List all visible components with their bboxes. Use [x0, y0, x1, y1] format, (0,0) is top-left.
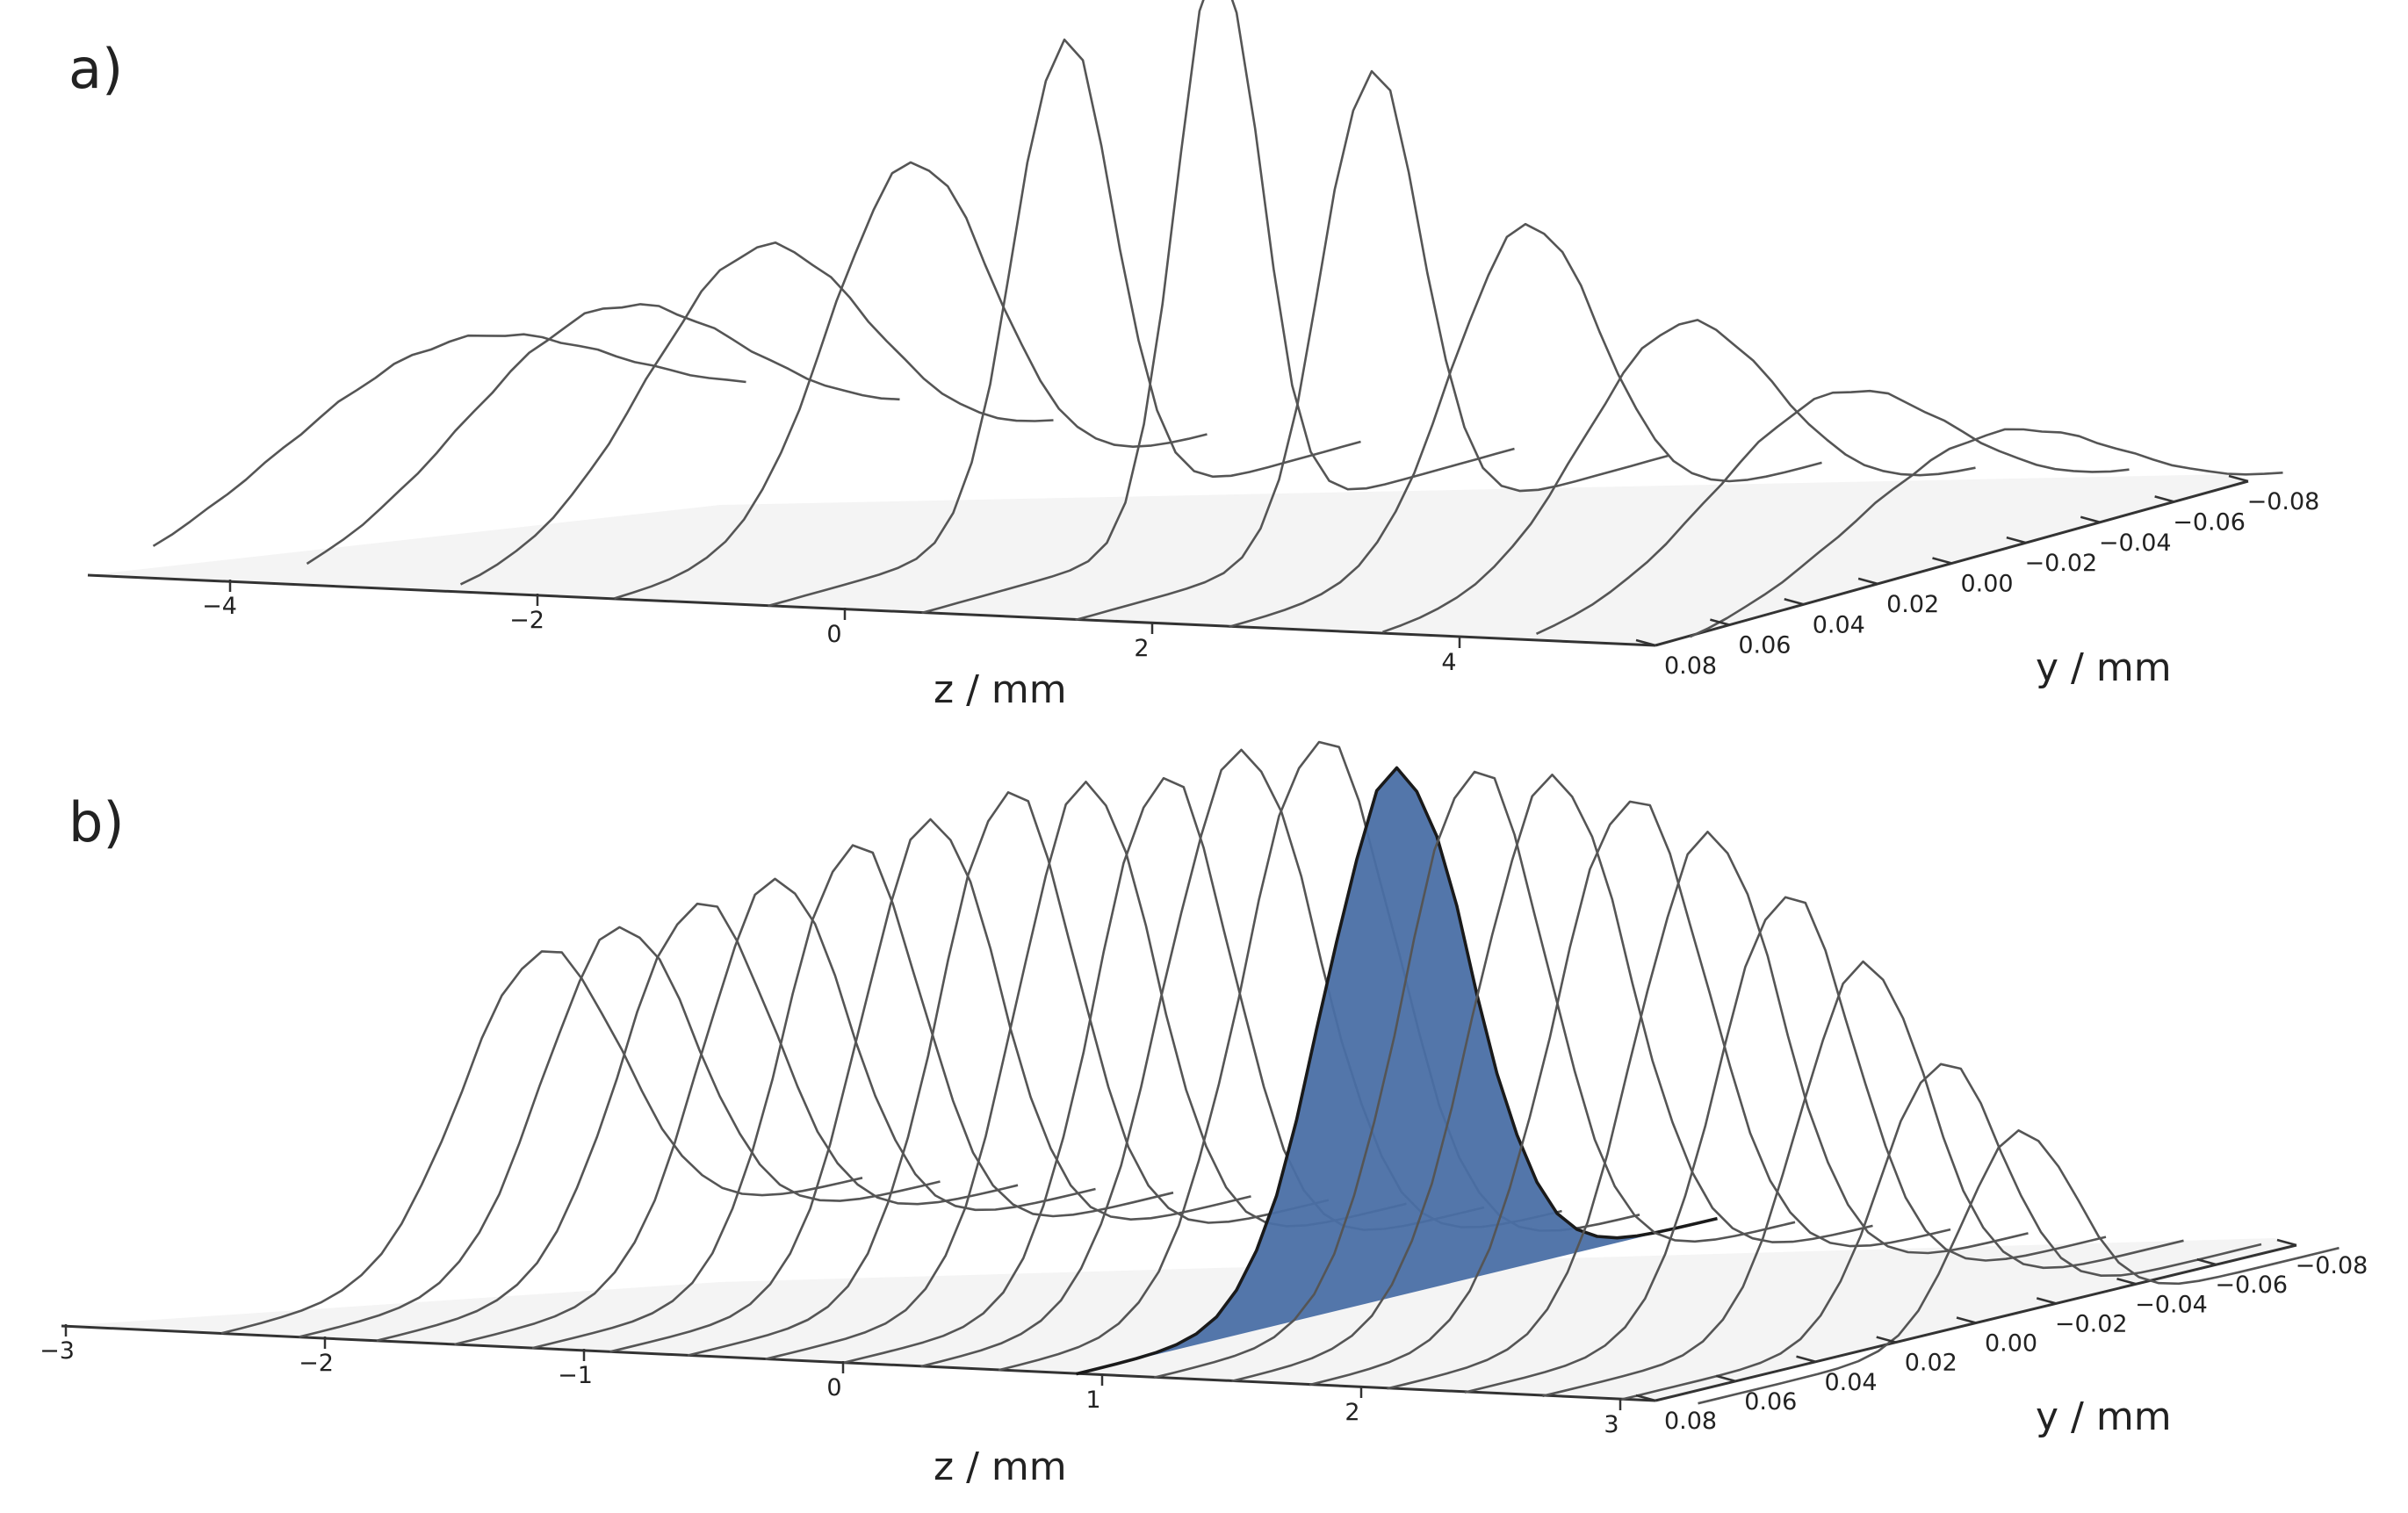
y-tick-mark: [1932, 557, 1952, 565]
z-tick-label: 3: [1604, 1411, 1619, 1438]
y-tick-label: 0.08: [1664, 1408, 1717, 1435]
panel-b: b) −3 −2 −1 0 1 2 3 0.080.060.040.020.00−0.02−…: [40, 740, 2368, 1489]
beam-profile-line: [1698, 1129, 2340, 1405]
y-tick-label: 0.08: [1664, 652, 1717, 680]
y-tick-mark: [1635, 638, 1656, 647]
panel-a-label: a): [68, 37, 123, 101]
y-tick-label: −0.06: [2215, 1272, 2288, 1299]
y-tick-label: 0.06: [1744, 1388, 1797, 1416]
y-tick-label: −0.02: [2055, 1310, 2128, 1337]
y-tick-mark: [2228, 474, 2249, 483]
panel-b-label: b): [68, 790, 125, 854]
y-tick-mark: [2116, 1278, 2137, 1286]
y-tick-label: 0.00: [1985, 1330, 2037, 1358]
z-tick-label: 1: [1085, 1387, 1100, 1414]
y-tick-mark: [1876, 1336, 1897, 1344]
highlighted-profile-line: [1076, 766, 1718, 1376]
z-tick-label: 0: [826, 1374, 841, 1401]
beam-profile-line: [1387, 831, 2029, 1390]
panel-b-floor: [61, 1238, 2296, 1401]
beam-profile-line: [1619, 1063, 2262, 1401]
z-tick-label: −2: [509, 607, 544, 634]
beam-profile-line: [531, 844, 1174, 1350]
z-tick-label: 2: [1134, 635, 1149, 662]
panel-a-y-axis-label: y / mm: [2036, 645, 2172, 690]
panel-a-z-ticks: −4 −2 0 2 4: [202, 580, 1461, 676]
beam-profile-line: [220, 950, 863, 1335]
panel-a-y-ticks: 0.08 0.06 0.04 0.02 0.00 −0.02−0.04−0.06−0.08: [1635, 474, 2320, 680]
z-tick-label: −3: [40, 1337, 75, 1365]
y-tick-label: −0.08: [2296, 1252, 2368, 1279]
beam-profile-line: [609, 818, 1251, 1353]
y-tick-label: 0.00: [1960, 571, 2013, 598]
y-tick-mark: [1857, 577, 1878, 586]
panel-b-curves: [220, 740, 2340, 1405]
panel-b-y-ticks: 0.08 0.06 0.04 0.02 0.00 −0.02 −0.04 −0.06 −0.08: [1635, 1238, 2368, 1435]
y-tick-label: −0.04: [2135, 1291, 2208, 1318]
y-tick-mark: [1715, 1374, 1736, 1383]
highlighted-profile-fill: [1076, 767, 1718, 1374]
y-tick-mark: [2080, 515, 2101, 523]
beam-profile-line: [768, 38, 1361, 608]
beam-profile-line: [306, 303, 900, 566]
beam-profile-line: [152, 333, 746, 547]
beam-profile-line: [614, 161, 1208, 600]
beam-profile-line: [1542, 960, 2184, 1398]
panel-a-curves: [152, 0, 2283, 638]
y-tick-label: −0.02: [2025, 550, 2098, 577]
beam-profile-line: [454, 877, 1096, 1346]
y-tick-mark: [1784, 598, 1805, 606]
y-tick-mark: [1796, 1355, 1816, 1363]
y-tick-mark: [1710, 618, 1730, 626]
y-tick-label: 0.04: [1824, 1369, 1877, 1396]
y-tick-mark: [1635, 1394, 1656, 1402]
panel-b-y-axis-label: y / mm: [2036, 1394, 2172, 1439]
z-tick-label: −4: [202, 593, 237, 620]
beam-profile-line: [376, 902, 1019, 1342]
y-tick-label: −0.06: [2173, 508, 2246, 536]
z-tick-label: −1: [558, 1362, 593, 1389]
beam-profile-line: [1075, 69, 1669, 622]
beam-profile-line: [687, 791, 1330, 1357]
z-tick-label: 0: [826, 621, 841, 648]
y-tick-label: −0.04: [2099, 530, 2172, 557]
beam-profile-line: [1535, 389, 2130, 635]
y-tick-mark: [2276, 1238, 2297, 1247]
beam-profile-line: [1382, 319, 1976, 633]
y-tick-label: 0.02: [1886, 591, 1939, 618]
y-tick-label: −0.08: [2247, 488, 2320, 515]
y-tick-label: 0.06: [1738, 632, 1791, 659]
beam-profile-line: [1689, 428, 2283, 638]
z-tick-label: −2: [299, 1350, 334, 1377]
panel-a-z-axis-label: z / mm: [934, 667, 1067, 712]
y-tick-mark: [2154, 495, 2174, 503]
z-tick-label: 2: [1345, 1399, 1359, 1426]
beam-profile-line: [1153, 770, 1796, 1380]
panel-b-z-ticks: −3 −2 −1 0 1 2 3: [40, 1324, 1622, 1438]
y-tick-mark: [1956, 1316, 1977, 1324]
panel-b-z-axis-label: z / mm: [934, 1445, 1067, 1489]
panel-a-z-axis: [87, 573, 1656, 647]
y-tick-mark: [2006, 536, 2027, 544]
y-tick-label: 0.02: [1905, 1350, 1957, 1377]
beam-profile-line: [921, 0, 1515, 615]
beam-profile-line: [459, 241, 1054, 586]
beam-profile-line: [299, 926, 941, 1338]
y-tick-mark: [2036, 1297, 2057, 1305]
panel-a-floor: [88, 474, 2248, 645]
y-tick-mark: [2196, 1257, 2217, 1266]
beam-profile-line: [1309, 800, 1951, 1387]
beam-profile-line: [1229, 222, 1822, 629]
y-tick-label: 0.04: [1813, 611, 1865, 638]
beam-profile-line: [1464, 896, 2107, 1394]
beam-profile-line: [1231, 774, 1873, 1383]
z-tick-label: 4: [1441, 649, 1456, 676]
